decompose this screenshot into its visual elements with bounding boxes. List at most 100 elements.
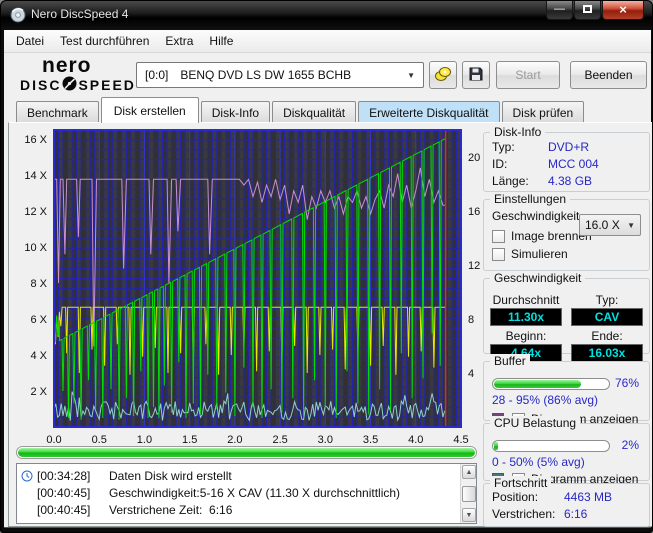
elapsed-value: 6:16: [564, 507, 588, 521]
chevron-down-icon: ▼: [627, 220, 635, 230]
speed-label: Geschwindigkeit: [492, 209, 580, 223]
group-title: Disk-Info: [490, 125, 546, 139]
end-label: Ende:: [591, 329, 623, 343]
svg-text:6 X: 6 X: [30, 314, 47, 326]
logo-disc-text: DISC: [20, 76, 62, 93]
tab-erweiterte-diskqualitaet[interactable]: Erweiterte Diskqualität: [358, 101, 500, 123]
group-buffer: Buffer 76% 28 - 95% (86% avg) ✓Diagramm …: [483, 354, 650, 426]
cpu-progress-fill: [494, 442, 498, 450]
scroll-down-icon[interactable]: ▼: [462, 508, 476, 522]
svg-text:4: 4: [468, 368, 474, 380]
maximize-button[interactable]: [574, 1, 601, 20]
logo-nero-text: nero: [42, 54, 92, 77]
scrollbar-thumb[interactable]: [462, 486, 476, 502]
buffer-progress-fill: [494, 380, 581, 388]
field-label: Länge:: [492, 174, 529, 188]
begin-label: Beginn:: [505, 329, 547, 343]
svg-text:3.0: 3.0: [318, 434, 333, 446]
drive-name: BENQ DVD LS DW 1655 BCHB: [180, 68, 352, 82]
svg-text:14 X: 14 X: [24, 170, 47, 182]
disk-length-value: 4.38 GB: [548, 174, 593, 188]
simulieren-checkbox[interactable]: [492, 247, 505, 261]
field-label: ID:: [492, 157, 508, 171]
close-icon: ×: [619, 2, 627, 17]
svg-text:2.5: 2.5: [272, 434, 287, 446]
menu-extra[interactable]: Extra: [165, 34, 194, 48]
logo-speed-text: SPEED: [78, 76, 136, 93]
svg-text:16 X: 16 X: [24, 134, 47, 146]
svg-text:10 X: 10 X: [24, 242, 47, 254]
group-cpu: CPU Belastung 2% 0 - 50% (5% avg) ✓Diagr…: [483, 416, 650, 486]
svg-text:4.5: 4.5: [453, 434, 468, 446]
tab-disk-erstellen[interactable]: Disk erstellen: [100, 97, 199, 123]
svg-text:3.5: 3.5: [363, 434, 378, 446]
group-title: Fortschritt: [490, 476, 552, 490]
speed-select[interactable]: 16.0 X ▼: [579, 214, 641, 236]
start-button[interactable]: Start: [496, 61, 560, 89]
title-bar[interactable]: Nero DiscSpeed 4 — ×: [1, 1, 652, 30]
svg-text:12 X: 12 X: [24, 206, 47, 218]
drive-id: [0:0]: [145, 68, 169, 82]
log-panel[interactable]: [00:34:28] Daten Disk wird erstellt [00:…: [16, 463, 477, 524]
buffer-range: 28 - 95% (86% avg): [492, 393, 599, 407]
log-message: Verstrichene Zeit: 6:16: [109, 503, 233, 517]
overall-progress-bar: [16, 446, 477, 459]
log-scrollbar[interactable]: ▲ ▼: [460, 464, 476, 523]
checkbox-label: Diagramm anzeigen: [531, 472, 639, 486]
log-time: [00:40:45]: [37, 486, 91, 500]
menu-hilfe[interactable]: Hilfe: [209, 34, 234, 48]
eject-disc-button[interactable]: [429, 61, 457, 89]
group-einstellungen: Einstellungen Geschwindigkeit 16.0 X ▼ I…: [483, 192, 650, 271]
tab-disk-pruefen[interactable]: Disk prüfen: [501, 101, 585, 123]
group-title: Einstellungen: [490, 192, 571, 206]
toolbar: nero DISC SPEED [0:0] BENQ DVD LS DW 165…: [4, 53, 651, 99]
menu-datei[interactable]: Datei: [16, 34, 45, 48]
scroll-up-icon[interactable]: ▲: [462, 465, 476, 479]
client-area: Datei Test durchführen Extra Hilfe nero …: [4, 30, 652, 528]
position-value: 4463 MB: [564, 490, 613, 504]
minimize-button[interactable]: —: [546, 1, 573, 20]
clock-icon: [21, 470, 33, 485]
disk-id-value: MCC 004: [548, 157, 599, 171]
group-disk-info: Disk-Info Typ: DVD+R ID: MCC 004 Länge: 4.3…: [483, 125, 650, 192]
type-label: Typ:: [595, 293, 619, 307]
group-title: Geschwindigkeit: [490, 271, 586, 285]
floppy-save-icon: [468, 66, 484, 85]
window-title: Nero DiscSpeed 4: [31, 7, 129, 21]
tab-diskqualitaet[interactable]: Diskqualität: [272, 101, 357, 123]
overall-progress-fill: [18, 448, 475, 457]
svg-text:0.5: 0.5: [92, 434, 107, 446]
tab-benchmark[interactable]: Benchmark: [16, 101, 99, 123]
nero-discspeed-logo: nero DISC SPEED: [20, 55, 136, 93]
end-speed-value: 16.03x: [571, 344, 643, 362]
cpu-range: 0 - 50% (5% avg): [492, 455, 585, 469]
menu-bar: Datei Test durchführen Extra Hilfe: [4, 30, 651, 53]
image-brennen-checkbox[interactable]: [492, 229, 505, 243]
field-label: Verstrichen:: [492, 507, 556, 521]
write-type-value: CAV: [571, 308, 643, 326]
svg-text:4.0: 4.0: [408, 434, 423, 446]
buffer-progress-bar: [492, 378, 610, 390]
avg-label: Durchschnitt: [492, 293, 560, 307]
tab-disk-info[interactable]: Disk-Info: [200, 101, 271, 123]
quit-button[interactable]: Beenden: [570, 61, 647, 89]
speed-chart: 16 X 14 X 12 X 10 X 8 X 6 X 4 X 2 X 20 16 12 8 4 0.0 0…: [24, 129, 480, 446]
group-title: Buffer: [490, 354, 530, 368]
cpu-progress-bar: [492, 440, 610, 452]
menu-test-durchfuehren[interactable]: Test durchführen: [60, 34, 150, 48]
checkbox-label: Simulieren: [511, 247, 568, 261]
svg-text:12: 12: [468, 260, 480, 272]
avg-speed-value: 11.30x: [490, 308, 562, 326]
disk-type-value: DVD+R: [548, 140, 590, 154]
save-button[interactable]: [462, 61, 490, 89]
checkbox-label: Image brennen: [511, 229, 592, 243]
svg-text:4 X: 4 X: [30, 350, 47, 362]
minimize-icon: —: [554, 3, 565, 15]
log-time: [00:34:28]: [37, 469, 91, 483]
close-button[interactable]: ×: [602, 1, 644, 20]
discs-icon: [434, 65, 452, 86]
drive-select[interactable]: [0:0] BENQ DVD LS DW 1655 BCHB ▼: [136, 62, 424, 88]
cpu-percent: 2%: [621, 438, 639, 452]
group-geschwindigkeit: Geschwindigkeit Durchschnitt 11.30x Typ: C…: [483, 271, 650, 362]
